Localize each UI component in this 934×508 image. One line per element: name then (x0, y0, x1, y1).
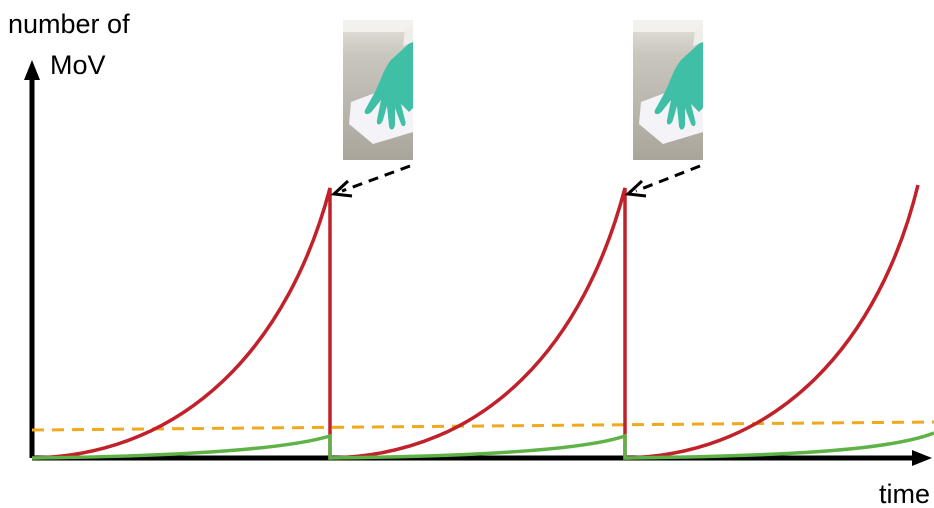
x-axis-arrow (912, 450, 932, 466)
wipe-photo (343, 20, 413, 160)
y-axis-label: MoV (50, 50, 106, 80)
y-axis-arrow (24, 60, 40, 80)
wipe-photo (633, 20, 703, 160)
diagram: number of MoV time (0, 0, 934, 508)
red-curve (32, 185, 918, 458)
pointer-arrowhead (334, 181, 352, 196)
pointer-arrow (342, 166, 410, 191)
x-axis-label: time (879, 479, 930, 508)
green-curve (32, 433, 934, 458)
pointer-arrowhead (628, 181, 646, 196)
pointer-arrow (636, 166, 700, 191)
y-axis-label: number of (8, 9, 130, 39)
